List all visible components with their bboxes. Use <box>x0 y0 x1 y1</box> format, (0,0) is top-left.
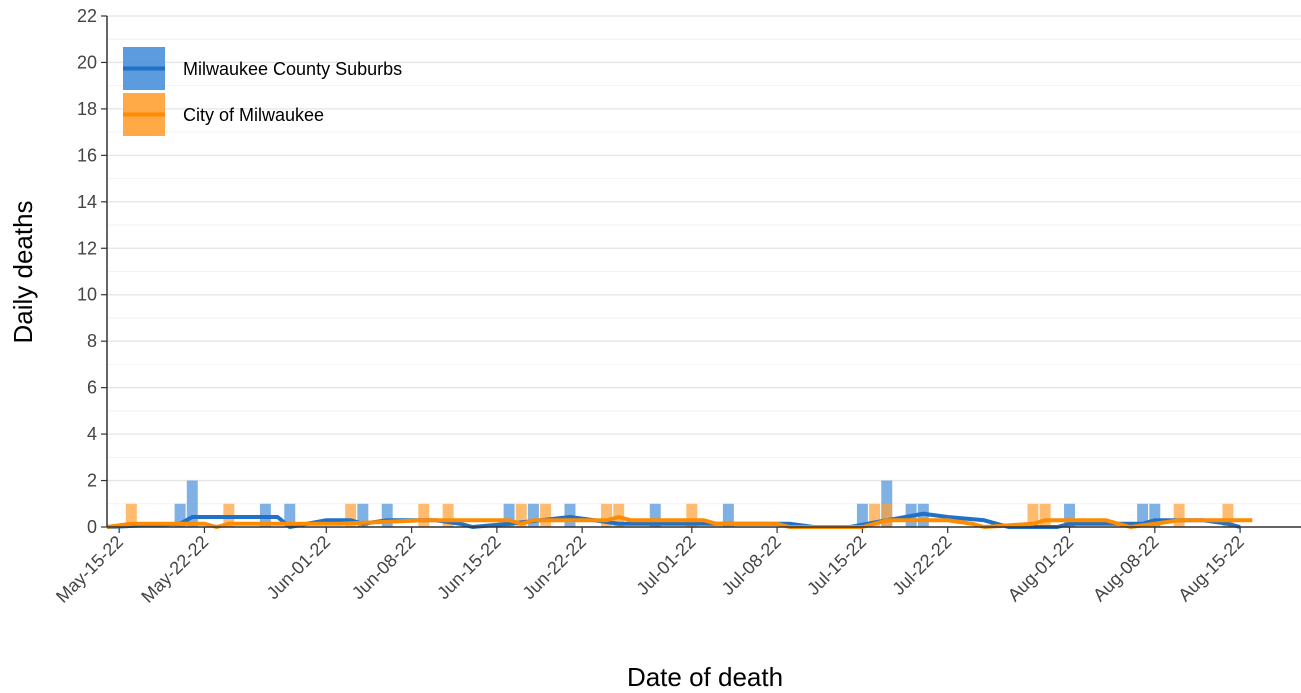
x-tick-label: Jul-22-22 <box>888 532 955 599</box>
bar <box>515 503 527 527</box>
average-line <box>106 511 1241 529</box>
bar <box>418 503 430 527</box>
legend-label: Milwaukee County Suburbs <box>183 59 402 79</box>
x-tick-label: Jun-01-22 <box>263 532 334 603</box>
bar <box>540 503 552 527</box>
y-tick-label: 0 <box>87 517 97 537</box>
bar <box>345 503 357 527</box>
y-tick-label: 16 <box>77 145 97 165</box>
bar <box>881 503 893 527</box>
bar <box>856 503 868 527</box>
y-tick-label: 12 <box>77 238 97 258</box>
bar <box>186 480 198 527</box>
bar <box>503 503 515 527</box>
y-tick-label: 22 <box>77 6 97 26</box>
y-tick-label: 18 <box>77 99 97 119</box>
bar <box>686 503 698 527</box>
y-tick-label: 6 <box>87 378 97 398</box>
x-tick-label: Jul-01-22 <box>632 532 699 599</box>
bar <box>601 503 613 527</box>
bar <box>1222 503 1234 527</box>
bar <box>125 503 137 527</box>
x-tick-label: Aug-08-22 <box>1089 532 1163 606</box>
legend-label: City of Milwaukee <box>183 105 324 125</box>
x-tick-label: Jun-15-22 <box>433 532 504 603</box>
bar <box>869 503 881 527</box>
bar <box>649 503 661 527</box>
bar <box>1039 503 1051 527</box>
x-tick-label: Jul-08-22 <box>718 532 785 599</box>
y-tick-label: 14 <box>77 192 97 212</box>
bar <box>1027 503 1039 527</box>
bar <box>722 503 734 527</box>
bar <box>381 503 393 527</box>
bar <box>357 503 369 527</box>
bar <box>881 480 893 527</box>
bar <box>1137 503 1149 527</box>
bar <box>1173 503 1185 527</box>
y-tick-label: 10 <box>77 285 97 305</box>
y-tick-label: 2 <box>87 471 97 491</box>
x-tick-label: Jul-15-22 <box>803 532 870 599</box>
y-tick-label: 8 <box>87 331 97 351</box>
x-tick-label: Jun-22-22 <box>519 532 590 603</box>
x-tick-label: Aug-15-22 <box>1174 532 1248 606</box>
bar <box>284 503 296 527</box>
bar <box>1064 503 1075 527</box>
x-axis-title: Date of death <box>627 662 783 692</box>
x-tick-label: May-22-22 <box>137 532 212 607</box>
y-axis-title: Daily deaths <box>8 200 38 343</box>
y-tick-label: 20 <box>77 52 97 72</box>
average-line <box>106 515 1253 529</box>
x-tick-label: May-15-22 <box>52 532 127 607</box>
bar <box>174 503 186 527</box>
bar <box>442 503 454 527</box>
bar <box>1149 503 1161 527</box>
x-tick-label: Aug-01-22 <box>1004 532 1078 606</box>
bar <box>527 503 539 527</box>
y-tick-label: 4 <box>87 424 97 444</box>
x-tick-label: Jun-08-22 <box>348 532 419 603</box>
